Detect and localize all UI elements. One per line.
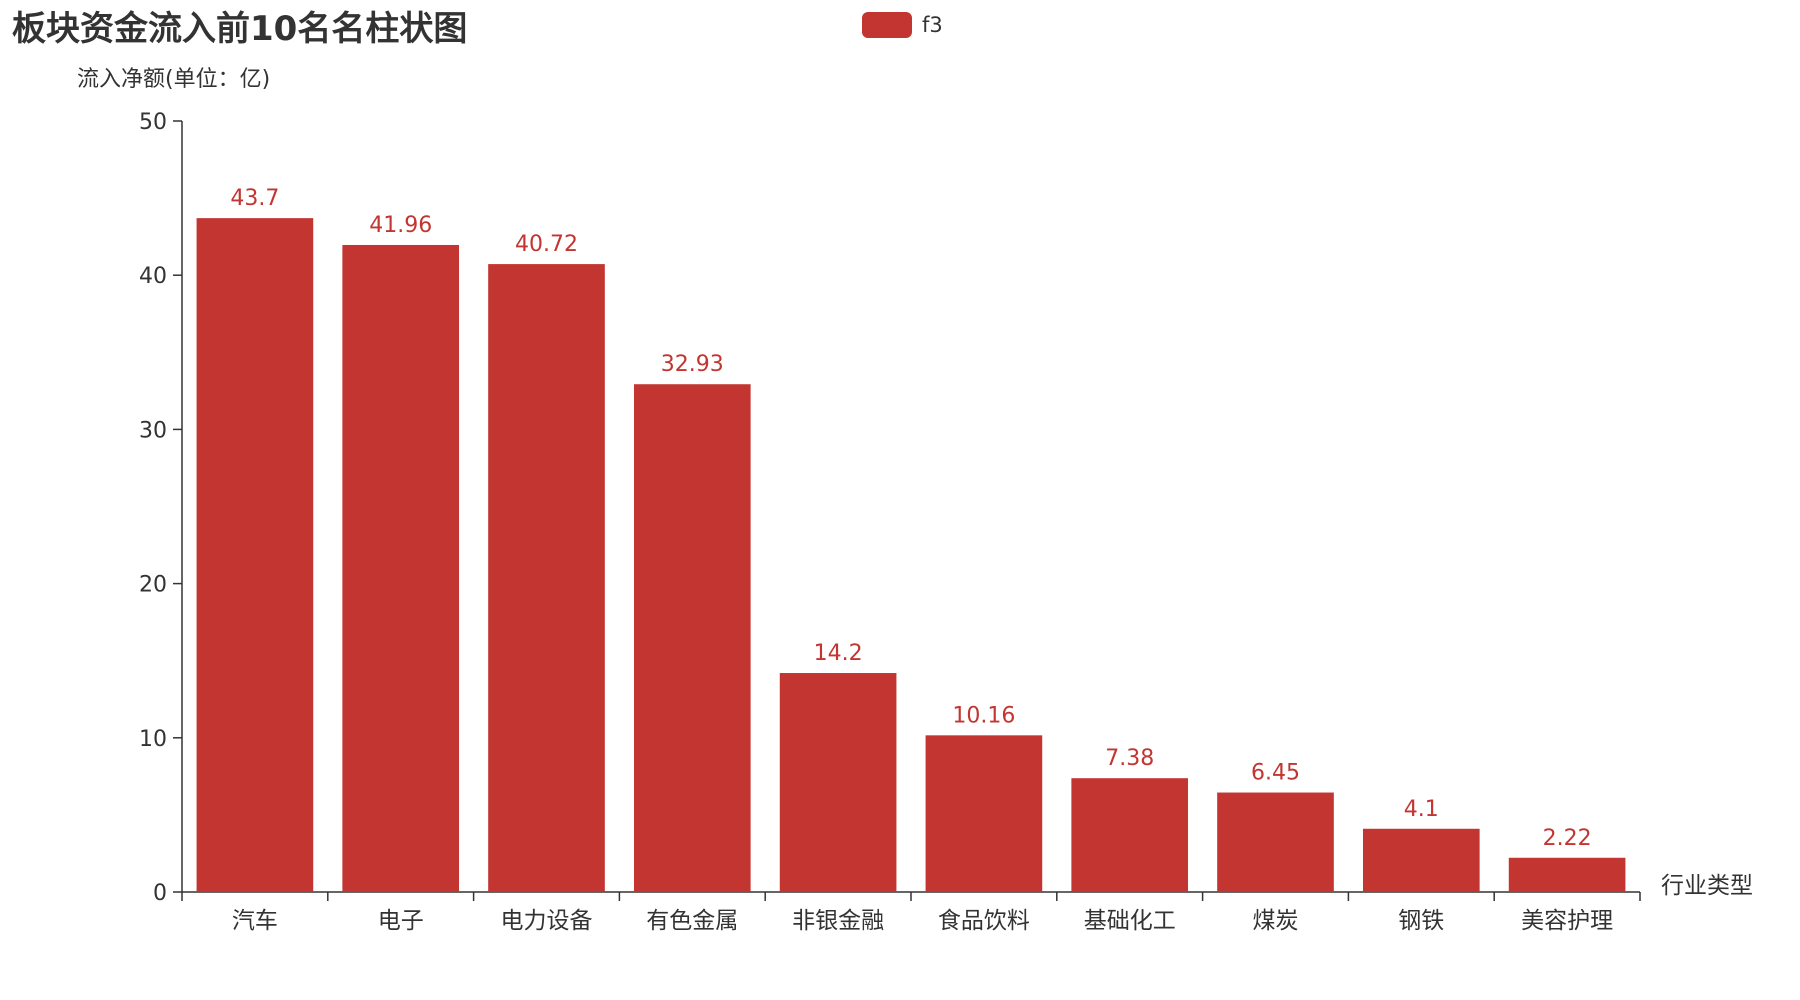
bar-value-label: 10.16 (952, 703, 1015, 728)
bar[interactable] (1508, 857, 1626, 892)
bar-value-label: 41.96 (369, 213, 432, 238)
x-axis-label: 行业类型 (1661, 873, 1753, 899)
bar[interactable] (488, 264, 605, 892)
y-axis: 0 10 20 30 40 50 (139, 110, 183, 906)
x-tick-label: 食品饮料 (938, 908, 1030, 934)
bar-value-label: 14.2 (814, 641, 863, 666)
y-tick-label: 30 (139, 418, 167, 443)
x-axis: 汽车 电子 电力设备 有色金属 非银金融 食品饮料 基础化工 煤炭 钢铁 美容护理 (181, 891, 1641, 934)
bar[interactable] (196, 218, 314, 892)
y-tick-label: 0 (153, 881, 167, 906)
x-tick-label: 基础化工 (1084, 908, 1176, 934)
x-tick-label: 钢铁 (1398, 908, 1444, 934)
y-axis-label: 流入净额(单位：亿) (77, 67, 270, 92)
bar[interactable] (925, 735, 1043, 892)
bar[interactable] (779, 673, 897, 892)
x-tick-label: 电力设备 (501, 908, 593, 934)
bar-value-label: 7.38 (1105, 746, 1154, 771)
y-tick-label: 50 (139, 110, 167, 135)
bar[interactable] (1362, 828, 1480, 892)
legend-label-f3[interactable]: f3 (922, 13, 943, 37)
x-tick-label: 煤炭 (1253, 908, 1299, 934)
y-tick-label: 20 (139, 573, 167, 598)
x-tick-label: 电子 (378, 908, 424, 934)
bar-value-label: 43.7 (230, 186, 279, 211)
bar-value-label: 2.22 (1543, 826, 1592, 851)
y-tick-label: 10 (139, 727, 167, 752)
bar-value-label: 4.1 (1404, 797, 1439, 822)
x-tick-label: 汽车 (232, 908, 278, 934)
chart-title: 板块资金流入前10名名柱状图 (12, 9, 467, 49)
bar-value-label: 6.45 (1251, 761, 1300, 786)
bar[interactable] (633, 384, 751, 892)
y-tick-label: 40 (139, 264, 167, 289)
bar[interactable] (1071, 778, 1189, 892)
bar[interactable] (1217, 792, 1334, 892)
legend-swatch-f3[interactable] (862, 12, 912, 38)
legend[interactable]: f3 (862, 12, 943, 38)
bar-series-f3 (196, 218, 1626, 892)
x-tick-label: 非银金融 (792, 908, 884, 934)
x-tick-label: 美容护理 (1521, 908, 1613, 934)
bar[interactable] (342, 244, 460, 892)
bar-value-label: 32.93 (661, 352, 724, 377)
x-tick-label: 有色金属 (646, 908, 738, 934)
bar-value-label: 40.72 (515, 232, 578, 257)
bar-value-labels: 43.7 41.96 40.72 32.93 14.2 10.16 7.38 6.45 4.1 2… (230, 186, 1591, 851)
